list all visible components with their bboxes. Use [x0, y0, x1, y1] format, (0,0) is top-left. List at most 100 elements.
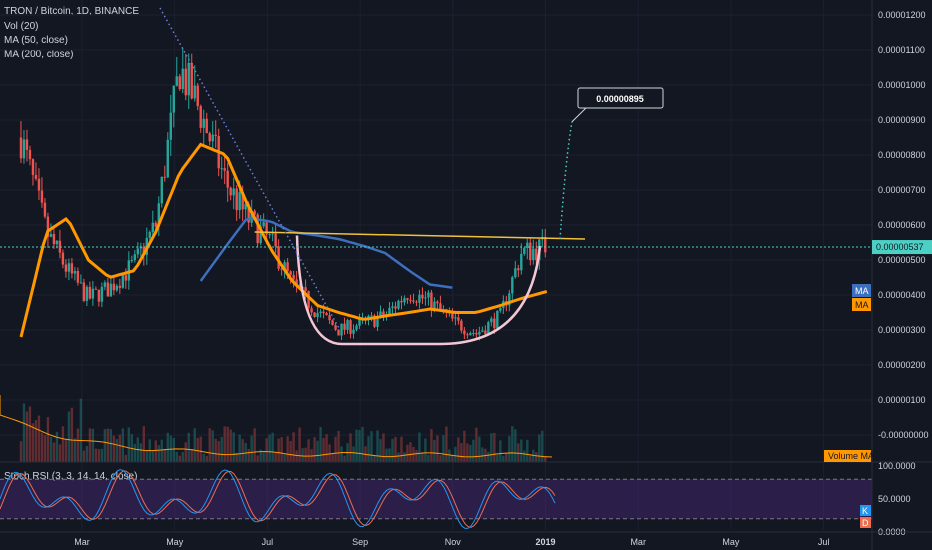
- candle-body: [544, 236, 547, 253]
- volume-bar: [541, 430, 544, 462]
- candle-body: [154, 222, 157, 227]
- ma50-badge-label: MA: [855, 300, 869, 310]
- volume-bar: [238, 434, 241, 462]
- price-tick-label: 0.00000600: [878, 220, 926, 230]
- candle-body: [256, 214, 259, 244]
- projection-line: [559, 121, 573, 240]
- volume-bar: [379, 439, 382, 462]
- volume-bar: [487, 451, 490, 462]
- rsi-k-line: [0, 469, 556, 529]
- candle-body: [280, 268, 283, 270]
- candle-body: [229, 187, 232, 196]
- volume-bar: [319, 427, 322, 462]
- candle-body: [151, 222, 154, 232]
- volume-bar: [79, 398, 83, 462]
- volume-bar: [496, 454, 499, 462]
- volume-bar: [370, 431, 373, 462]
- candle-body: [94, 288, 98, 290]
- rsi-band: [0, 479, 872, 519]
- candle-body: [250, 210, 253, 223]
- candle-body: [412, 300, 415, 302]
- volume-bar: [325, 434, 328, 462]
- volume-bar: [67, 411, 71, 462]
- time-tick-label: Jul: [262, 537, 274, 547]
- candle-body: [379, 311, 382, 318]
- candle-body: [118, 285, 122, 288]
- candle-body: [244, 204, 247, 210]
- price-tick-label: 0.00000700: [878, 185, 926, 195]
- volume-bar: [22, 403, 26, 462]
- candle-body: [169, 112, 172, 140]
- rsi-k-label: K: [862, 506, 868, 516]
- candle-body: [313, 312, 316, 318]
- volume-bar: [397, 452, 400, 462]
- candle-body: [355, 325, 358, 330]
- annotation-connector: [571, 105, 589, 123]
- volume-bar: [460, 443, 463, 462]
- candle-body: [55, 240, 59, 245]
- volume-bar: [49, 436, 53, 462]
- volume-bar: [226, 426, 229, 462]
- volume-bar: [118, 434, 122, 462]
- candle-body: [394, 306, 397, 309]
- candle-body: [64, 264, 68, 272]
- candle-body: [181, 68, 184, 90]
- volume-bar: [211, 430, 214, 462]
- candle-body: [508, 293, 511, 306]
- volume-bar: [427, 454, 430, 462]
- volume-bar: [145, 450, 149, 462]
- candle-body: [535, 248, 538, 261]
- candle-body: [73, 270, 77, 274]
- volume-bar: [286, 436, 289, 462]
- candle-body: [271, 233, 274, 235]
- volume-bar: [520, 439, 523, 462]
- candle-body: [97, 289, 101, 302]
- price-tick-label: 0.00000200: [878, 360, 926, 370]
- volume-bar: [196, 437, 199, 462]
- volume-bar: [403, 452, 406, 462]
- volume-bar: [463, 430, 466, 462]
- volume-bar: [526, 439, 529, 462]
- candle-body: [328, 315, 331, 321]
- volume-bar: [232, 432, 235, 462]
- candle-body: [352, 329, 355, 334]
- volume-bar: [58, 444, 62, 462]
- volume-bar: [316, 440, 319, 462]
- volume-bar: [178, 455, 181, 462]
- candle-body: [178, 76, 181, 90]
- volume-bar: [91, 428, 95, 462]
- volume-bar: [439, 455, 442, 462]
- price-tick-label: 0.00000400: [878, 290, 926, 300]
- price-tick-label: 0.00000800: [878, 150, 926, 160]
- candle-body: [193, 85, 196, 99]
- candle-body: [529, 242, 532, 261]
- volume-bar: [220, 437, 223, 462]
- candle-body: [235, 188, 238, 211]
- candle-body: [427, 292, 430, 298]
- volume-bar: [421, 452, 424, 462]
- volume-bar: [349, 433, 352, 462]
- volume-bar: [184, 442, 187, 462]
- candle-body: [109, 283, 113, 297]
- candle-body: [22, 139, 26, 159]
- price-tick-label: 0.00001000: [878, 80, 926, 90]
- candle-body: [475, 332, 478, 335]
- volume-bar: [127, 427, 131, 462]
- candle-body: [451, 312, 454, 319]
- candlesticks: [19, 47, 547, 341]
- candle-body: [418, 294, 421, 303]
- candle-body: [532, 248, 535, 261]
- candle-body: [124, 275, 128, 281]
- volume-bar: [97, 449, 101, 462]
- candle-body: [424, 297, 427, 299]
- candle-body: [100, 286, 104, 302]
- candle-body: [481, 330, 484, 332]
- volume-bar: [457, 437, 460, 462]
- candle-body: [430, 292, 433, 311]
- candle-body: [133, 254, 137, 261]
- volume-bar: [73, 438, 77, 462]
- volume-bar: [289, 440, 292, 462]
- candle-body: [463, 330, 466, 335]
- candle-body: [526, 242, 529, 249]
